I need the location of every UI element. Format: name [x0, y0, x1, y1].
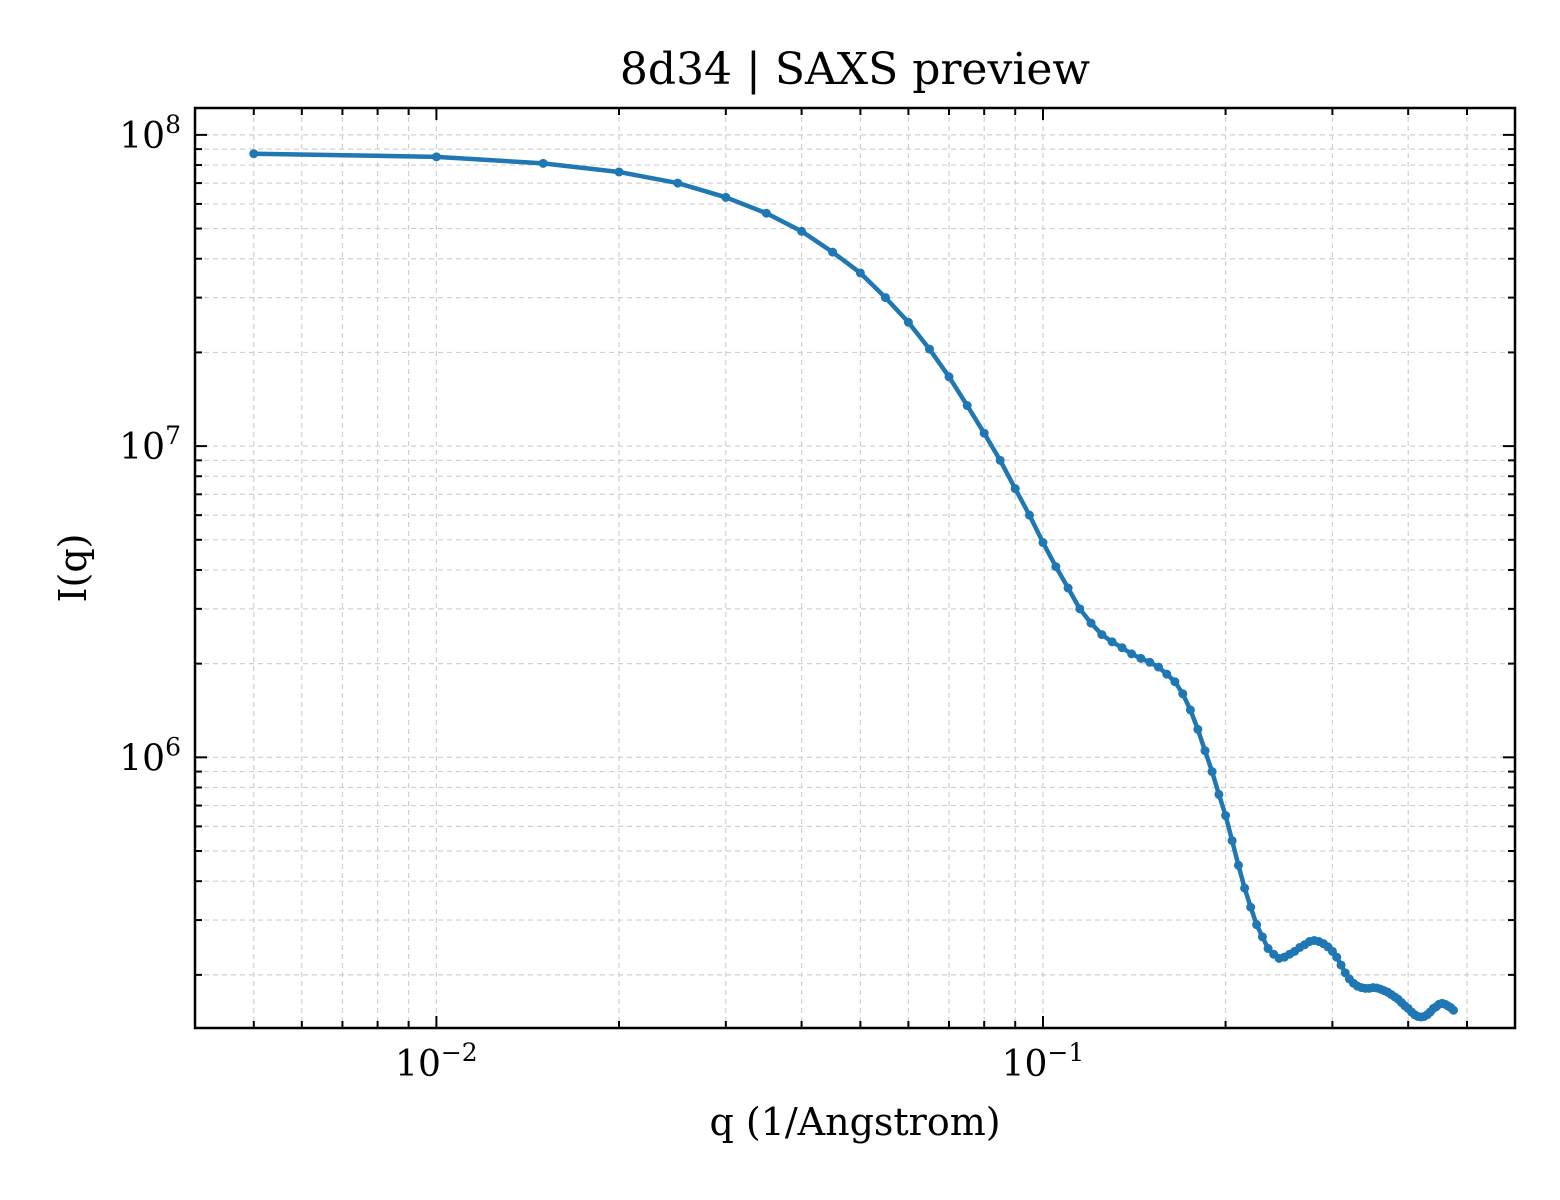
plot-frame [193, 106, 1517, 1030]
data-point [1336, 960, 1346, 970]
tick-label-layer: 10−2 10−1 106 107 108 [119, 110, 1084, 1085]
data-point [1170, 677, 1180, 687]
data-point [1153, 662, 1163, 672]
data-point [431, 152, 441, 162]
x-axis-label: q (1/Angstrom) [709, 1100, 1000, 1144]
data-point [1240, 883, 1250, 893]
data-point [995, 455, 1005, 465]
data-point [1221, 811, 1231, 821]
data-point [1063, 583, 1073, 593]
data-point [721, 192, 731, 202]
data-point [797, 226, 807, 236]
data-point [1200, 746, 1210, 756]
data-point [855, 268, 865, 278]
data-point [1136, 653, 1146, 663]
data-point [1024, 510, 1034, 520]
chart-title: 8d34 | SAXS preview [620, 44, 1091, 95]
data-point [1162, 669, 1172, 679]
y-tick-label: 106 [119, 732, 181, 779]
data-point [1127, 649, 1137, 659]
data-point [924, 344, 934, 354]
data-point [1246, 902, 1256, 912]
y-tick-label: 108 [119, 110, 181, 157]
data-point [761, 208, 771, 218]
y-axis-label: I(q) [51, 534, 95, 603]
data-point [1448, 1005, 1458, 1015]
data-point [249, 149, 259, 159]
data-point [1178, 689, 1188, 699]
data-point [1214, 789, 1224, 799]
data-point [1075, 604, 1085, 614]
data-point [1117, 643, 1127, 653]
data-point [673, 178, 683, 188]
y-tick-label: 107 [119, 421, 181, 468]
x-tick-label: 10−1 [1002, 1038, 1085, 1085]
data-point [962, 401, 972, 411]
x-tick-label: 10−2 [395, 1038, 478, 1085]
data-point [1227, 836, 1237, 846]
data-point [828, 247, 838, 257]
data-point [1051, 562, 1061, 572]
data-point [979, 428, 989, 438]
data-point [944, 372, 954, 382]
data-point [1038, 538, 1048, 548]
data-point [1193, 724, 1203, 734]
data-point [903, 317, 913, 327]
data-point [1097, 630, 1107, 640]
data-point [1332, 952, 1342, 962]
data-point [614, 167, 624, 177]
data-point [1086, 618, 1096, 628]
data-point [1145, 657, 1155, 667]
data-point [1207, 767, 1217, 777]
data-point [1233, 860, 1243, 870]
data-point [1185, 705, 1195, 715]
data-point [1252, 920, 1262, 930]
series-layer [249, 149, 1458, 1022]
data-point [880, 293, 890, 303]
data-point [1107, 637, 1117, 647]
data-point [1257, 932, 1267, 942]
data-point [1263, 944, 1273, 954]
data-point [538, 158, 548, 168]
data-point [1010, 484, 1020, 494]
grid-layer [194, 108, 1515, 1028]
